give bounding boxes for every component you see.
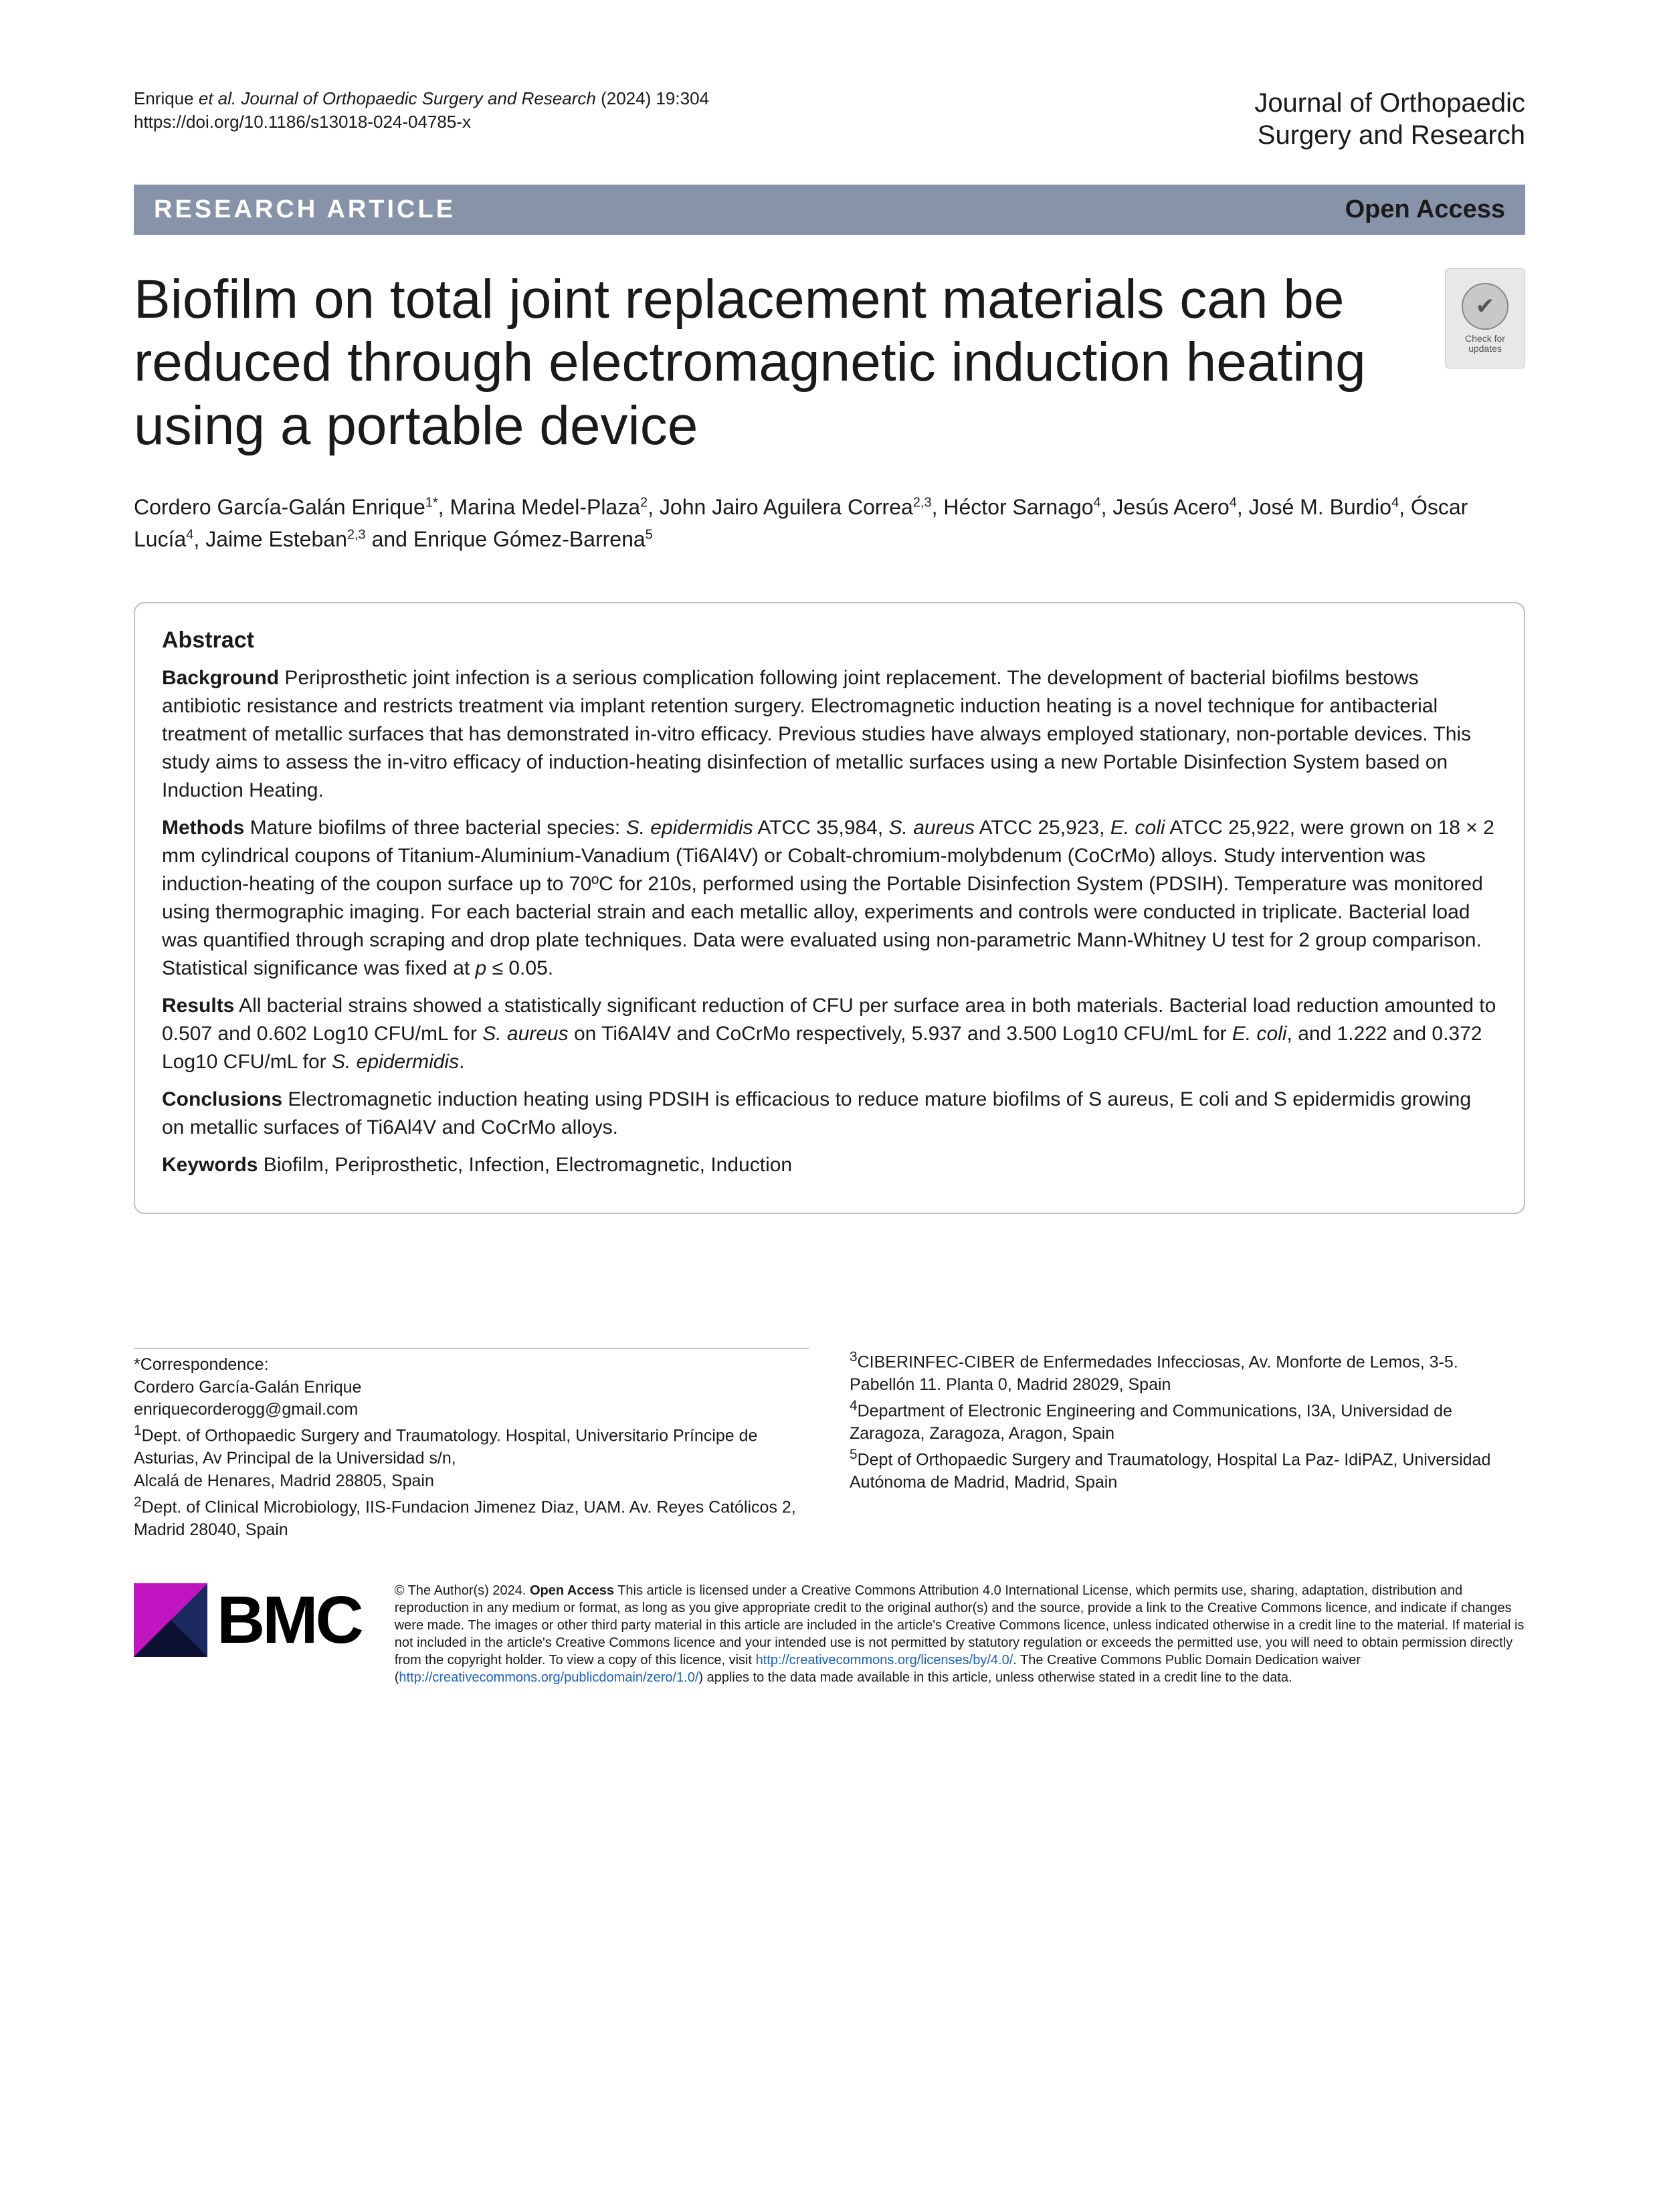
affiliations-right: 3CIBERINFEC-CIBER de Enfermedades Infecc… [850, 1348, 1525, 1542]
license-link-2[interactable]: http://creativecommons.org/publicdomain/… [399, 1670, 698, 1685]
journal-line1: Journal of Orthopaedic [1254, 87, 1525, 119]
citation-block: Enrique et al. Journal of Orthopaedic Su… [134, 87, 709, 134]
abstract-conclusions: Conclusions Electromagnetic induction he… [162, 1086, 1497, 1142]
authors-list: Cordero García-Galán Enrique1*, Marina M… [134, 491, 1525, 555]
bmc-text: BMC [217, 1582, 361, 1659]
check-updates-badge[interactable]: ✔ Check forupdates [1445, 268, 1525, 369]
license-text: © The Author(s) 2024. Open Access This a… [395, 1582, 1525, 1686]
article-title: Biofilm on total joint replacement mater… [134, 268, 1418, 458]
citation-italic: et al. Journal of Orthopaedic Surgery an… [199, 88, 596, 108]
citation-prefix: Enrique [134, 88, 199, 108]
footer-bar: BMC © The Author(s) 2024. Open Access Th… [134, 1582, 1525, 1686]
check-updates-icon: ✔ [1462, 283, 1508, 330]
abstract-heading: Abstract [162, 627, 1497, 653]
abstract-methods: Methods Mature biofilms of three bacteri… [162, 814, 1497, 983]
bmc-mark-icon [134, 1583, 207, 1657]
journal-name: Journal of Orthopaedic Surgery and Resea… [1254, 87, 1525, 151]
top-header: Enrique et al. Journal of Orthopaedic Su… [134, 87, 1525, 151]
abstract-background: Background Periprosthetic joint infectio… [162, 664, 1497, 805]
article-type-banner: RESEARCH ARTICLE Open Access [134, 185, 1525, 235]
article-type-label: RESEARCH ARTICLE [154, 195, 456, 224]
abstract-results: Results All bacterial strains showed a s… [162, 992, 1497, 1076]
citation-doi: https://doi.org/10.1186/s13018-024-04785… [134, 110, 709, 134]
affiliations-left: *Correspondence:Cordero García-Galán Enr… [134, 1348, 809, 1542]
abstract-keywords: Keywords Biofilm, Periprosthetic, Infect… [162, 1151, 1497, 1179]
affiliations: *Correspondence:Cordero García-Galán Enr… [134, 1348, 1525, 1542]
open-access-label: Open Access [1345, 195, 1505, 224]
citation-suffix: (2024) 19:304 [596, 88, 709, 108]
journal-line2: Surgery and Research [1254, 119, 1525, 151]
license-link-1[interactable]: http://creativecommons.org/licenses/by/4… [756, 1653, 1013, 1668]
badge-text: Check forupdates [1465, 334, 1505, 355]
bmc-logo: BMC [134, 1582, 361, 1659]
abstract-box: Abstract Background Periprosthetic joint… [134, 602, 1525, 1214]
